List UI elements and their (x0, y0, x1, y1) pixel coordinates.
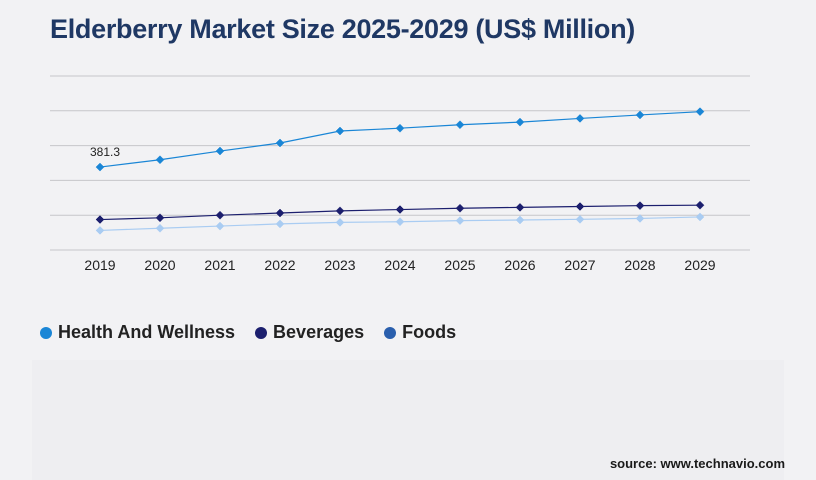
x-tick-label: 2026 (504, 257, 535, 273)
data-point (455, 120, 465, 130)
x-tick-label: 2028 (624, 257, 655, 273)
data-point (515, 203, 525, 212)
data-point (455, 216, 465, 225)
data-point (695, 212, 705, 222)
legend-item-beverages: Beverages (255, 322, 364, 343)
data-point (275, 138, 285, 148)
x-tick-label: 2019 (84, 257, 115, 273)
data-point (335, 126, 345, 136)
x-tick-label: 2022 (264, 257, 295, 273)
legend-label-foods: Foods (402, 322, 457, 342)
legend-item-foods: Foods (384, 322, 456, 343)
data-point (395, 217, 405, 227)
data-point (95, 162, 105, 172)
series-line (99, 111, 701, 168)
legend: Health And Wellness Beverages Foods (40, 322, 456, 343)
legend-marker-foods (384, 326, 397, 339)
data-point (635, 110, 645, 120)
data-point (575, 214, 585, 224)
data-point (635, 214, 645, 223)
data-point (635, 201, 645, 210)
data-point (575, 114, 585, 123)
data-point (515, 215, 525, 225)
data-point (695, 200, 705, 210)
data-point (335, 206, 345, 216)
x-tick-label: 2020 (144, 257, 175, 273)
legend-label-beverages: Beverages (273, 322, 365, 342)
data-point (215, 221, 225, 231)
source-credit: source: www.technavio.com (609, 456, 785, 471)
data-point (275, 219, 285, 229)
chart-title: Elderberry Market Size 2025-2029 (US$ Mi… (50, 14, 635, 44)
x-tick-label: 2023 (324, 257, 355, 273)
data-point (575, 202, 585, 211)
data-label: 381.3 (90, 145, 120, 159)
data-point (395, 123, 405, 133)
data-point (455, 203, 465, 213)
data-point (335, 218, 345, 227)
legend-item-health-and-wellness: Health And Wellness (40, 322, 235, 343)
data-point (95, 215, 105, 224)
footer-panel (32, 360, 784, 480)
data-point (95, 226, 105, 235)
data-point (275, 208, 285, 218)
line-chart: 2019 2020 2021 2022 2023 2024 2025 2026 2027 2028… (50, 75, 750, 273)
x-tick-label: 2025 (444, 257, 475, 273)
legend-label-health-and-wellness: Health And Wellness (58, 322, 236, 342)
data-point (155, 155, 165, 165)
legend-marker-health-and-wellness (40, 326, 52, 339)
legend-marker-beverages (255, 326, 268, 339)
x-tick-label: 2021 (204, 257, 235, 273)
data-point (515, 117, 525, 127)
x-tick-label: 2024 (384, 257, 415, 273)
data-point (155, 223, 165, 233)
data-point (215, 146, 225, 156)
data-point (215, 210, 225, 220)
x-tick-label: 2029 (684, 257, 715, 273)
data-point (395, 205, 405, 214)
data-point (695, 107, 705, 117)
x-tick-label: 2027 (564, 257, 595, 273)
data-point (155, 213, 165, 223)
